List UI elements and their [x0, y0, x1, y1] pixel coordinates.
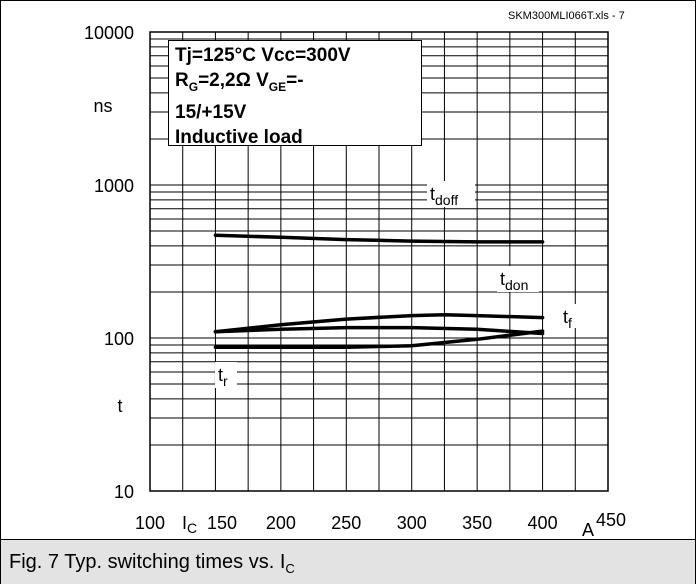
series-label-bg-doff: [427, 181, 475, 207]
conditions-line-2: RG=2,2Ω VGE=-: [175, 70, 304, 94]
x-tick-label: 400: [528, 513, 558, 533]
y-tick-label: 10000: [84, 23, 134, 43]
x-tick-label: 250: [331, 513, 361, 533]
series-line-don: [213, 312, 545, 334]
y-tick-label: 1000: [94, 176, 134, 196]
x-tick-label: 300: [397, 513, 427, 533]
series-label-don: tdon: [500, 269, 528, 293]
x-tick-label: 350: [462, 513, 492, 533]
y-tick-label: 10: [114, 482, 134, 502]
figure-caption-bar: Fig. 7 Typ. switching times vs. IC: [1, 539, 695, 584]
series-label-bg-r: [215, 362, 237, 388]
x-tick-label: 200: [266, 513, 296, 533]
conditions-box: Tj=125°C Vcc=300V RG=2,2Ω VGE=- 15/+15V …: [168, 40, 422, 146]
series-line-doff: [213, 233, 545, 244]
series-label-bg-f: [560, 304, 582, 328]
figure-caption: Fig. 7 Typ. switching times vs. IC: [9, 551, 295, 576]
plot-border: [149, 31, 609, 492]
series-line-r: [213, 329, 545, 350]
x-axis-label: IC: [182, 513, 197, 536]
series-label-r: tr: [218, 365, 228, 389]
series-label-bg-don: [497, 266, 539, 292]
x-tick-label: 150: [207, 513, 237, 533]
x-axis-unit: A: [582, 520, 594, 540]
y-axis-unit: ns: [93, 96, 112, 116]
series-label-f: tf: [563, 307, 572, 331]
series-line-f: [213, 325, 545, 336]
conditions-line-3: 15/+15V: [175, 101, 247, 123]
conditions-line-4: Inductive load: [175, 126, 303, 146]
x-tick-label: 100: [135, 513, 165, 533]
x-tick-label: 450: [596, 510, 626, 530]
series-label-doff: tdoff: [430, 184, 458, 208]
y-axis-label: t: [117, 396, 122, 416]
file-label: SKM300MLI066T.xls - 7: [508, 10, 625, 22]
conditions-line-1: Tj=125°C Vcc=300V: [175, 45, 351, 66]
y-tick-label: 100: [104, 329, 134, 349]
